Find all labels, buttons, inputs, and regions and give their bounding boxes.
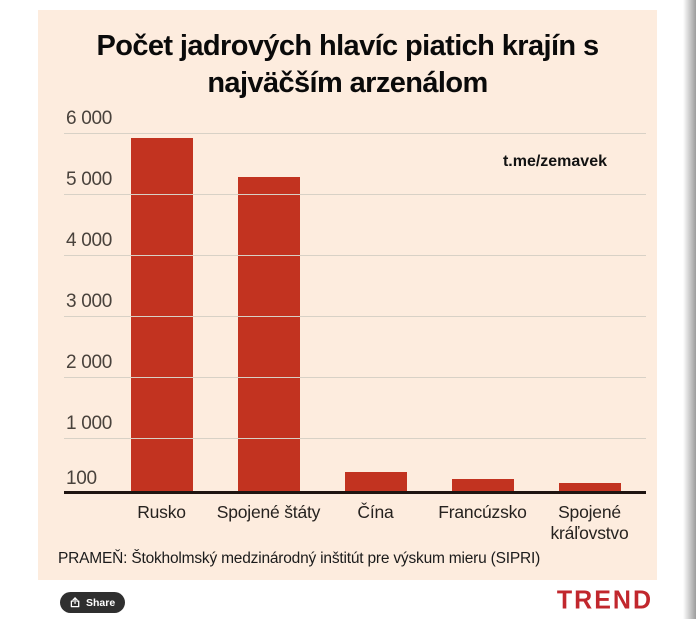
y-tick-label: 100 (66, 468, 97, 489)
x-axis-label: Spojené kráľovstvo (550, 502, 629, 543)
share-button-label: Share (86, 596, 116, 609)
bar (344, 472, 407, 491)
chart-title: Počet jadrových hlavíc piatich krajín s … (96, 30, 599, 99)
y-tick-label: 2 000 (66, 352, 113, 373)
x-axis-label: Rusko (137, 502, 186, 522)
gridline (64, 316, 646, 317)
bar-slot (108, 10, 215, 491)
bar-slot (322, 10, 429, 491)
bar (451, 479, 514, 491)
bar-series (108, 10, 643, 491)
y-tick-label: 6 000 (66, 108, 113, 129)
y-tick-label: 3 000 (66, 291, 113, 312)
share-icon (70, 597, 81, 608)
gridline (64, 438, 646, 439)
bar (558, 483, 621, 491)
x-axis-label: Čína (357, 502, 394, 522)
gridline (64, 255, 646, 256)
chart-card: Počet jadrových hlavíc piatich krajín s … (38, 10, 657, 580)
bar-slot (536, 10, 643, 491)
bar (237, 177, 300, 491)
bar (130, 138, 193, 491)
watermark-text: t.me/zemavek (502, 153, 607, 170)
gridline (64, 133, 646, 134)
share-button[interactable]: Share (60, 592, 126, 613)
y-tick-label: 1 000 (66, 413, 113, 434)
x-axis-labels: Rusko Spojené štáty Čína Francúzsko Spojené … (108, 502, 643, 543)
y-tick-label: 5 000 (66, 169, 113, 190)
bar-slot (429, 10, 536, 491)
bar-slot (215, 10, 322, 491)
source-note: PRAMEŇ: Štokholmský medzinárodný inštitú… (58, 550, 541, 567)
gridline (64, 377, 646, 378)
trend-logo: TREND (556, 585, 653, 615)
x-axis-label: Francúzsko (438, 502, 527, 522)
page-edge-shadow (683, 0, 696, 619)
x-axis-line (64, 491, 646, 494)
y-tick-label: 4 000 (66, 230, 113, 251)
x-axis-label: Spojené štáty (216, 502, 321, 522)
gridline (64, 194, 646, 195)
